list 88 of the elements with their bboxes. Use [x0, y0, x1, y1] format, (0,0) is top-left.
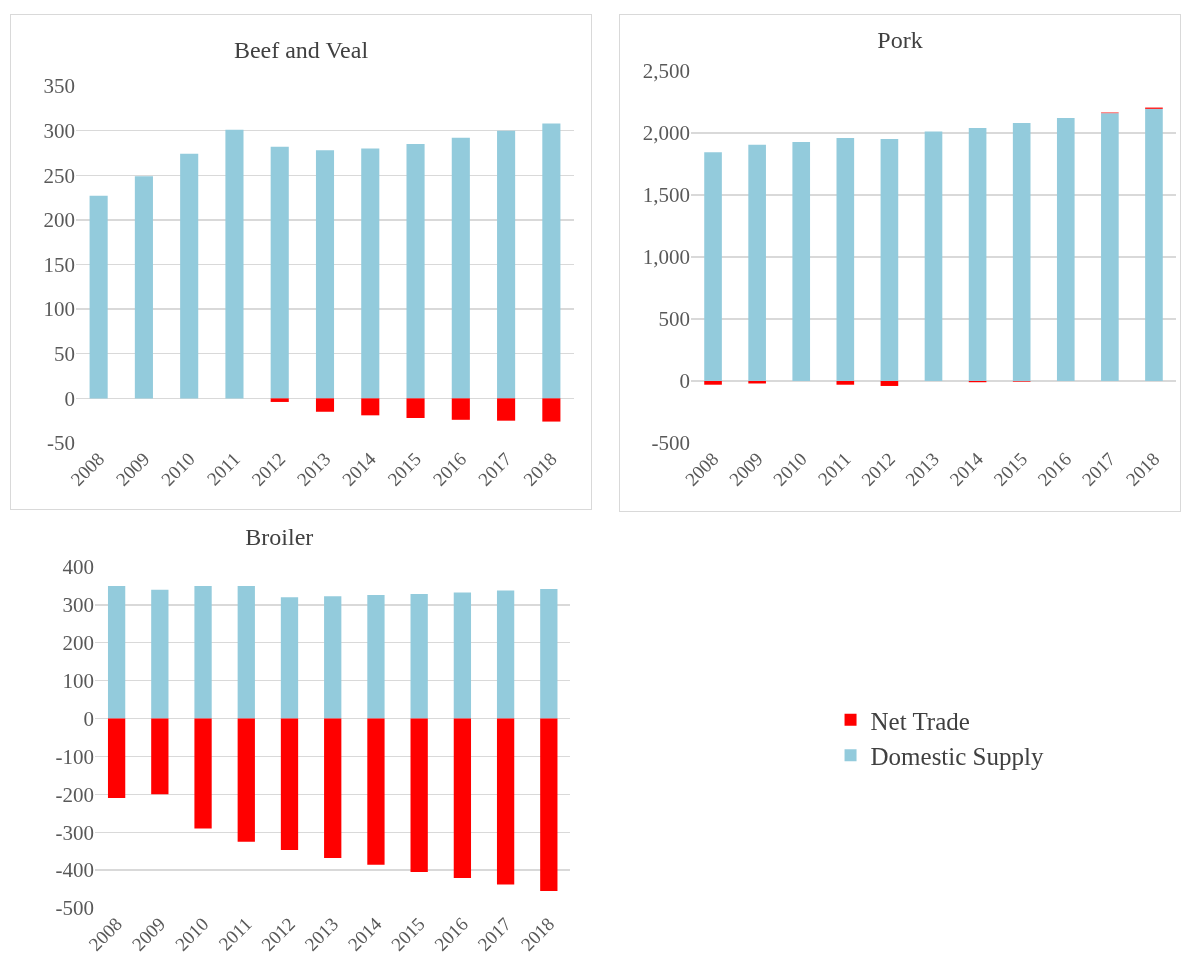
bar — [792, 141, 811, 381]
bar — [151, 718, 169, 795]
bar — [367, 595, 385, 719]
bar — [324, 596, 342, 719]
bar — [880, 138, 899, 381]
bar — [270, 146, 289, 399]
bar — [880, 381, 899, 386]
y-tick-label: -200 — [55, 782, 94, 807]
bar — [451, 398, 470, 420]
bar — [406, 398, 425, 419]
legend-label: Domestic Supply — [870, 743, 1044, 770]
y-tick-label: 500 — [658, 307, 690, 332]
y-tick-label: 150 — [43, 252, 75, 277]
bar — [134, 176, 153, 399]
bar — [453, 592, 472, 719]
bar — [107, 718, 126, 799]
y-tick-label: -400 — [55, 858, 94, 883]
legend-label: Net Trade — [870, 707, 970, 735]
bar — [225, 129, 244, 399]
chart-title: Broiler — [245, 523, 314, 550]
bar — [453, 718, 472, 879]
bar — [836, 381, 855, 385]
y-tick-label: 400 — [62, 555, 94, 580]
bar — [542, 123, 561, 399]
bar — [410, 593, 428, 719]
bar — [924, 131, 943, 381]
x-tick-label: 2011 — [813, 448, 855, 490]
bar — [1012, 123, 1031, 381]
bar — [89, 195, 108, 399]
bar — [540, 588, 558, 719]
bar — [107, 585, 126, 719]
bar — [194, 585, 212, 719]
bar — [315, 398, 335, 412]
bar — [410, 718, 428, 873]
bar — [497, 398, 516, 421]
bar — [542, 398, 561, 422]
bar — [280, 597, 299, 719]
bar — [406, 144, 425, 399]
bar — [194, 718, 212, 829]
bar — [237, 585, 255, 719]
bar — [280, 718, 299, 851]
bar — [836, 137, 855, 381]
x-tick-label: 2011 — [202, 448, 244, 490]
y-tick-label: 200 — [43, 208, 75, 233]
bar — [180, 153, 199, 399]
bar — [496, 718, 515, 885]
bar — [451, 137, 470, 399]
bar — [704, 152, 722, 381]
bar — [270, 398, 289, 402]
bar — [361, 398, 380, 416]
y-tick-label: 100 — [43, 297, 75, 322]
y-tick-label: -100 — [55, 744, 94, 769]
bar — [237, 718, 255, 842]
y-tick-label: -50 — [47, 431, 75, 456]
y-tick-label: 1,500 — [642, 183, 690, 208]
y-tick-label: 2,000 — [642, 121, 690, 146]
y-tick-label: 200 — [62, 631, 94, 656]
y-tick-label: 0 — [679, 369, 690, 394]
y-tick-label: 250 — [43, 163, 75, 188]
x-tick-label: 2011 — [214, 913, 256, 955]
y-tick-label: 300 — [62, 593, 94, 618]
chart-title: Pork — [877, 27, 923, 54]
bar — [361, 148, 380, 399]
y-tick-label: 100 — [62, 669, 94, 694]
bar — [324, 718, 342, 858]
y-tick-label: 0 — [64, 386, 75, 411]
bar — [497, 130, 516, 399]
bar — [315, 150, 335, 399]
y-tick-label: -500 — [651, 431, 690, 456]
y-tick-label: -500 — [55, 896, 94, 921]
y-tick-label: 1,000 — [642, 245, 690, 270]
y-tick-label: 50 — [54, 342, 75, 367]
chart-title: Beef and Veal — [233, 36, 369, 63]
bar — [748, 144, 766, 381]
bar — [1101, 113, 1119, 381]
bar — [151, 589, 169, 719]
bar — [1145, 108, 1163, 381]
bar — [367, 718, 385, 865]
bar — [704, 381, 722, 385]
y-tick-label: 300 — [43, 118, 75, 143]
bar — [540, 718, 558, 891]
bar — [968, 128, 987, 381]
y-tick-label: 0 — [83, 706, 94, 731]
bar — [1056, 118, 1075, 381]
y-tick-label: -300 — [55, 820, 94, 845]
y-tick-label: 350 — [43, 74, 75, 99]
y-tick-label: 2,500 — [642, 59, 690, 84]
bar — [496, 590, 515, 719]
